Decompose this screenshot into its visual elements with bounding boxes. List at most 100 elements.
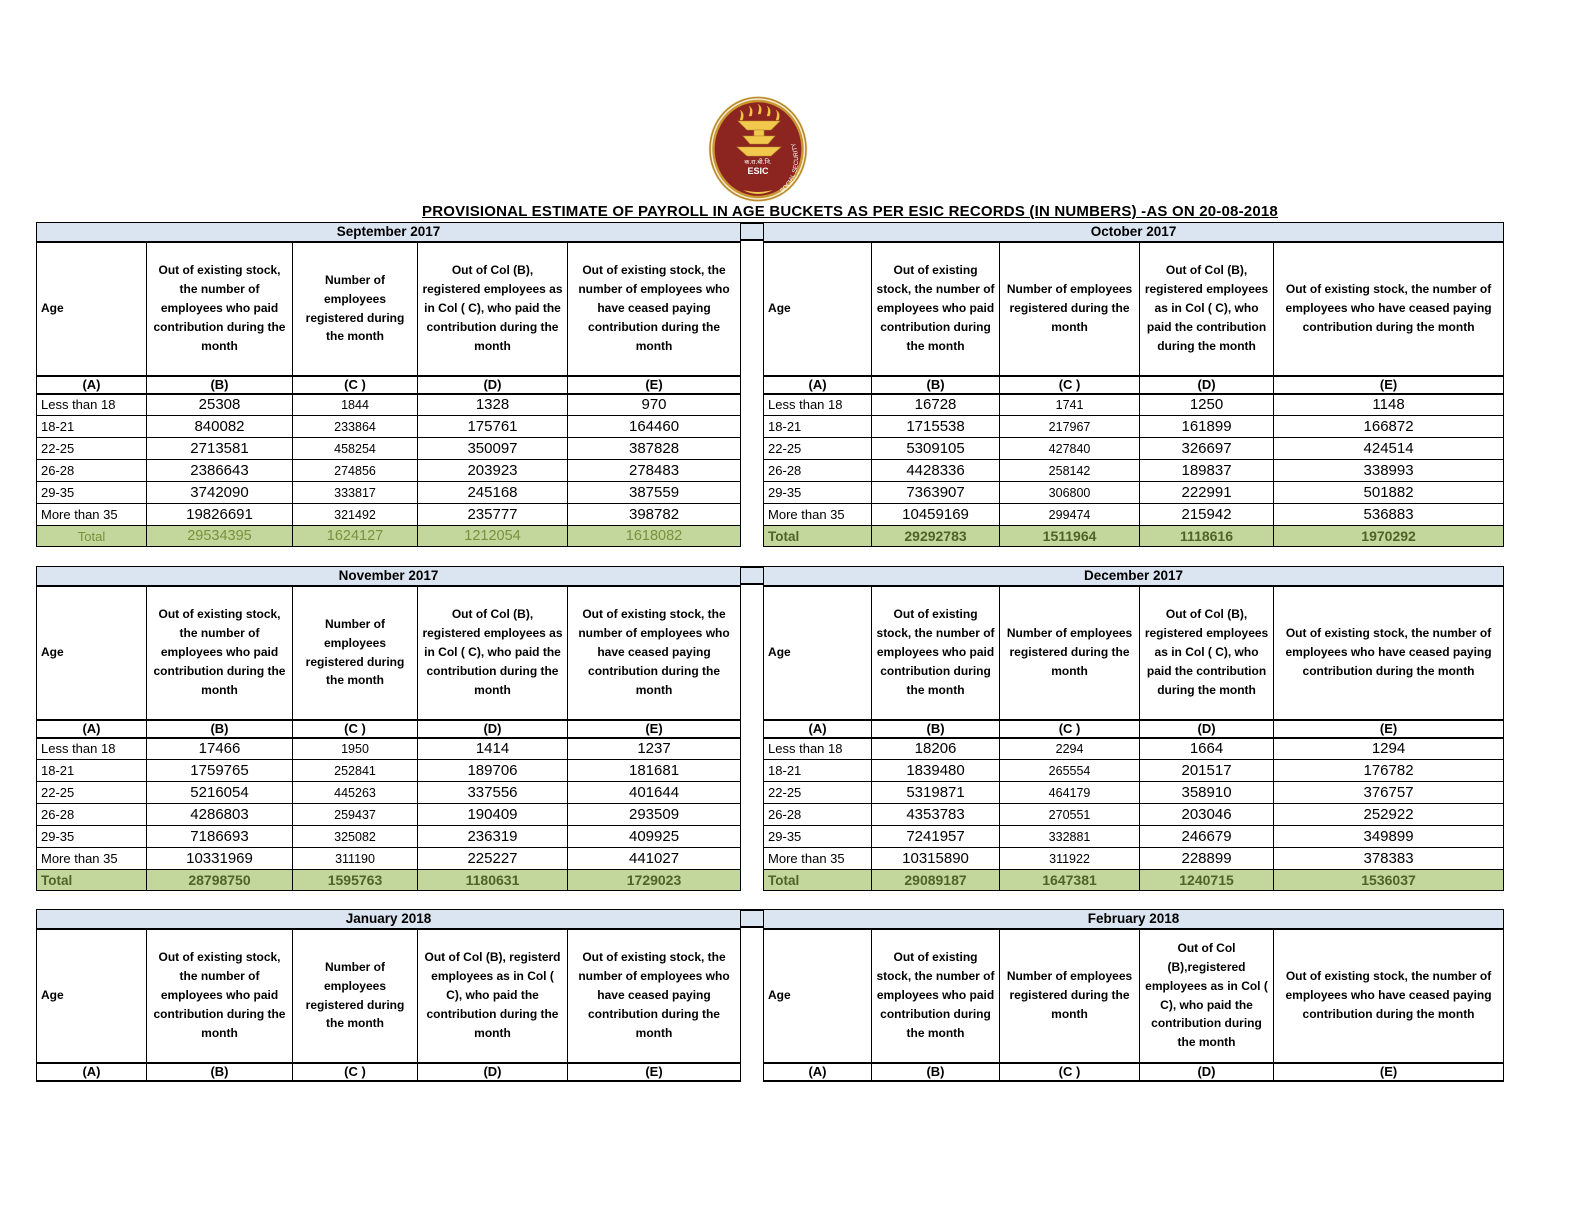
total-row: Total 29534395 1624127 1212054 1618082 — [36, 525, 742, 547]
value-cell: 181681 — [566, 759, 742, 782]
value-cell: 501882 — [1273, 481, 1505, 504]
column-header: Number of employees registered during th… — [999, 585, 1141, 721]
month-title: October 2017 — [763, 222, 1505, 243]
column-header: Out of existing stock, the number of emp… — [566, 585, 742, 721]
column-letter: (B) — [146, 375, 293, 395]
value-cell: 16728 — [871, 393, 1001, 416]
value-cell: 401644 — [566, 781, 742, 804]
month-title: December 2017 — [763, 566, 1505, 587]
age-label: 22-25 — [36, 437, 147, 460]
total-value: 1240715 — [1139, 869, 1275, 891]
value-cell: 270551 — [999, 803, 1141, 826]
value-cell: 306800 — [999, 481, 1141, 504]
column-letter: (E) — [567, 1062, 741, 1082]
column-letter-row: (A) (B) (C ) (D) (E) — [36, 719, 742, 739]
month-band: September 2017 — [35, 222, 742, 243]
age-label: 26-28 — [763, 803, 873, 826]
total-value: 29292783 — [871, 525, 1001, 547]
value-cell: 235777 — [417, 503, 568, 526]
value-cell: 311922 — [999, 847, 1141, 870]
table-row: Less than 18 17466 1950 1414 1237 — [36, 737, 742, 760]
value-cell: 387559 — [566, 481, 742, 504]
table-row: 26-28 2386643 274856 203923 278483 — [36, 459, 742, 482]
value-cell: 17466 — [146, 737, 293, 760]
value-cell: 427840 — [999, 437, 1141, 460]
table-row: More than 35 10459169 299474 215942 536883 — [763, 503, 1505, 526]
total-value: 1970292 — [1273, 525, 1505, 547]
table-row: More than 35 19826691 321492 235777 398782 — [36, 503, 742, 526]
month-table-december-2017: December 2017 Age Out of existing stock, t… — [763, 566, 1505, 891]
table-row: 18-21 1759765 252841 189706 181681 — [36, 759, 742, 782]
value-cell: 7186693 — [146, 825, 293, 848]
age-label: 29-35 — [36, 481, 147, 504]
header-row: Age Out of existing stock, the number of … — [36, 585, 742, 721]
value-cell: 321492 — [292, 503, 418, 526]
value-cell: 259437 — [292, 803, 418, 826]
value-cell: 1148 — [1273, 393, 1505, 416]
value-cell: 246679 — [1139, 825, 1275, 848]
spacer-band — [741, 222, 764, 241]
column-letter: (A) — [36, 1062, 147, 1082]
value-cell: 265554 — [999, 759, 1141, 782]
total-value: 1212054 — [417, 525, 568, 547]
value-cell: 333817 — [292, 481, 418, 504]
column-header: Age — [763, 928, 872, 1064]
header-row: Age Out of existing stock, the number of … — [763, 928, 1505, 1064]
value-cell: 1844 — [292, 393, 418, 416]
column-letter: (C ) — [292, 719, 418, 739]
table-row: 29-35 7241957 332881 246679 349899 — [763, 825, 1505, 848]
value-cell: 376757 — [1273, 781, 1505, 804]
column-header: Out of existing stock, the number of emp… — [871, 585, 1001, 721]
column-letter: (A) — [36, 719, 147, 739]
value-cell: 299474 — [999, 503, 1141, 526]
value-cell: 3742090 — [146, 481, 293, 504]
month-table-september-2017: September 2017 Age Out of existing stock, … — [35, 222, 742, 547]
table-row: Less than 18 16728 1741 1250 1148 — [763, 393, 1505, 416]
column-header: Out of existing stock, the number of emp… — [1273, 585, 1505, 721]
month-band: January 2018 — [36, 909, 741, 930]
age-label: 26-28 — [763, 459, 873, 482]
value-cell: 189706 — [417, 759, 568, 782]
value-cell: 225227 — [417, 847, 568, 870]
age-label: 26-28 — [36, 803, 147, 826]
total-row: Total 28798750 1595763 1180631 1729023 — [36, 869, 742, 891]
column-letter: (D) — [417, 1062, 568, 1082]
table-row: Less than 18 25308 1844 1328 970 — [36, 393, 742, 416]
value-cell: 338993 — [1273, 459, 1505, 482]
column-letter-row: (A) (B) (C ) (D) (E) — [36, 375, 742, 395]
column-header: Age — [763, 241, 873, 377]
value-cell: 25308 — [146, 393, 293, 416]
column-letter: (B) — [146, 1062, 293, 1082]
value-cell: 7241957 — [871, 825, 1001, 848]
value-cell: 10331969 — [146, 847, 293, 870]
age-label: Less than 18 — [763, 737, 873, 760]
value-cell: 19826691 — [146, 503, 293, 526]
column-letter: (C ) — [999, 375, 1141, 395]
value-cell: 840082 — [146, 415, 293, 438]
value-cell: 5309105 — [871, 437, 1001, 460]
table-row: More than 35 10331969 311190 225227 441027 — [36, 847, 742, 870]
total-value: 29089187 — [871, 869, 1001, 891]
column-letter: (E) — [1272, 1062, 1505, 1082]
total-label: Total — [763, 525, 873, 547]
header-row: Age Out of existing stock, the number of … — [36, 928, 741, 1064]
column-letter: (B) — [871, 719, 1001, 739]
value-cell: 175761 — [417, 415, 568, 438]
column-header: Number of employees registered during th… — [292, 585, 418, 721]
total-value: 1595763 — [292, 869, 418, 891]
value-cell: 5216054 — [146, 781, 293, 804]
value-cell: 293509 — [566, 803, 742, 826]
table-row: 22-25 5309105 427840 326697 424514 — [763, 437, 1505, 460]
value-cell: 1950 — [292, 737, 418, 760]
column-header: Out of existing stock, the number of emp… — [871, 241, 1001, 377]
column-header: Age — [36, 241, 147, 377]
spacer-band — [741, 909, 763, 928]
total-label: Total — [763, 869, 873, 891]
tables-grid: September 2017 Age Out of existing stock, … — [35, 222, 1505, 1082]
total-value: 1536037 — [1273, 869, 1505, 891]
column-letter: (B) — [871, 1062, 1000, 1082]
value-cell: 4286803 — [146, 803, 293, 826]
column-header: Out of existing stock, the number of emp… — [1272, 928, 1505, 1064]
value-cell: 1250 — [1139, 393, 1275, 416]
column-header: Out of Col (B), registered employees as … — [417, 585, 568, 721]
